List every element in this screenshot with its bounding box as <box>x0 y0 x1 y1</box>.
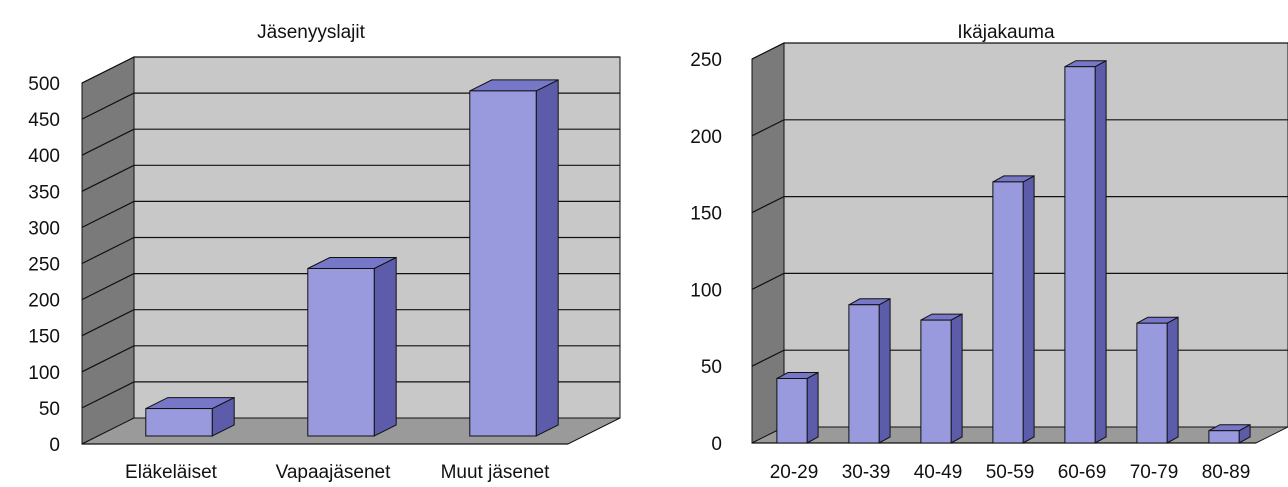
age-distribution-chart: Ikäjakauma 0 50 100 150 200 250 20-29 30-39 40-4… <box>644 0 1288 487</box>
y-tick-label: 300 <box>28 218 60 239</box>
chart-title: Jäsenyyslajit <box>257 22 365 43</box>
gridline <box>81 164 620 192</box>
gridline <box>751 196 1288 214</box>
y-tick-label: 200 <box>690 127 722 148</box>
bar <box>992 175 1035 444</box>
x-tick-label: 80-89 <box>1202 462 1251 483</box>
gridline <box>751 42 1288 60</box>
bar-front <box>145 408 213 437</box>
bar-front <box>1064 66 1096 444</box>
bar-front <box>920 319 952 444</box>
gridline <box>751 119 1288 137</box>
y-tick-label: 150 <box>28 327 60 348</box>
gridline <box>81 273 620 301</box>
x-tick-label: Vapaajäsenet <box>276 462 392 483</box>
bar-front <box>469 90 537 437</box>
bar <box>307 256 397 437</box>
x-tick-label: 20-29 <box>770 462 819 483</box>
membership-types-chart: Jäsenyyslajit 0 50 100 150 200 250 300 350 400 45… <box>28 22 621 483</box>
y-tick-label: 400 <box>28 146 60 167</box>
bar <box>776 371 819 444</box>
bar <box>1208 423 1251 444</box>
bar-front <box>1208 430 1240 444</box>
y-tick-label: 450 <box>28 110 60 131</box>
bar-side <box>373 256 397 437</box>
age-distribution-chart-svg: Ikäjakauma 0 50 100 150 200 250 20-29 30-39 40-4… <box>690 22 1288 483</box>
gridline <box>81 128 620 156</box>
y-tick-label: 100 <box>690 280 722 301</box>
gridline <box>751 349 1288 367</box>
x-tick-label: 40-49 <box>914 462 963 483</box>
y-tick-label: 150 <box>690 204 722 225</box>
bar <box>469 79 559 437</box>
bar-side <box>535 79 559 437</box>
gridline <box>81 345 620 373</box>
gridline <box>81 309 620 337</box>
bar <box>1064 59 1107 444</box>
chart-title: Ikäjakauma <box>957 22 1055 43</box>
bar-front <box>1136 322 1168 444</box>
bar-front <box>776 377 808 444</box>
y-tick-label: 250 <box>690 50 722 71</box>
bar <box>1136 316 1179 444</box>
gridline <box>81 381 620 409</box>
bar-side <box>1094 59 1107 444</box>
bar-side <box>950 313 963 444</box>
x-tick-label: Eläkeläiset <box>125 462 218 483</box>
bar <box>145 396 235 437</box>
y-tick-label: 200 <box>28 291 60 312</box>
y-tick-label: 50 <box>701 357 722 378</box>
membership-types-chart-svg: Jäsenyyslajit 0 50 100 150 200 250 300 350 400 45… <box>28 22 621 483</box>
x-tick-label: 50-59 <box>986 462 1035 483</box>
bar-side <box>806 371 819 444</box>
y-tick-label: 0 <box>711 434 722 455</box>
x-tick-label: 70-79 <box>1130 462 1179 483</box>
x-tick-label: 30-39 <box>842 462 891 483</box>
bar-side <box>1166 316 1179 444</box>
bar <box>920 313 963 444</box>
gridline <box>81 56 620 84</box>
bar-side <box>1022 175 1035 444</box>
y-tick-label: 250 <box>28 255 60 276</box>
bar-front <box>992 181 1024 444</box>
y-tick-label: 0 <box>49 435 60 456</box>
bar-side <box>878 297 891 444</box>
x-tick-label: 60-69 <box>1058 462 1107 483</box>
y-tick-label: 500 <box>28 74 60 95</box>
bar-front <box>848 304 880 444</box>
gridline <box>81 92 620 120</box>
y-tick-label: 350 <box>28 182 60 203</box>
gridline <box>751 272 1288 290</box>
y-tick-label: 100 <box>28 363 60 384</box>
x-tick-label: Muut jäsenet <box>441 462 551 483</box>
bar-front <box>307 267 375 437</box>
bar <box>848 297 891 444</box>
gridline <box>81 236 620 265</box>
y-tick-label: 50 <box>39 399 60 420</box>
gridline <box>81 200 620 228</box>
